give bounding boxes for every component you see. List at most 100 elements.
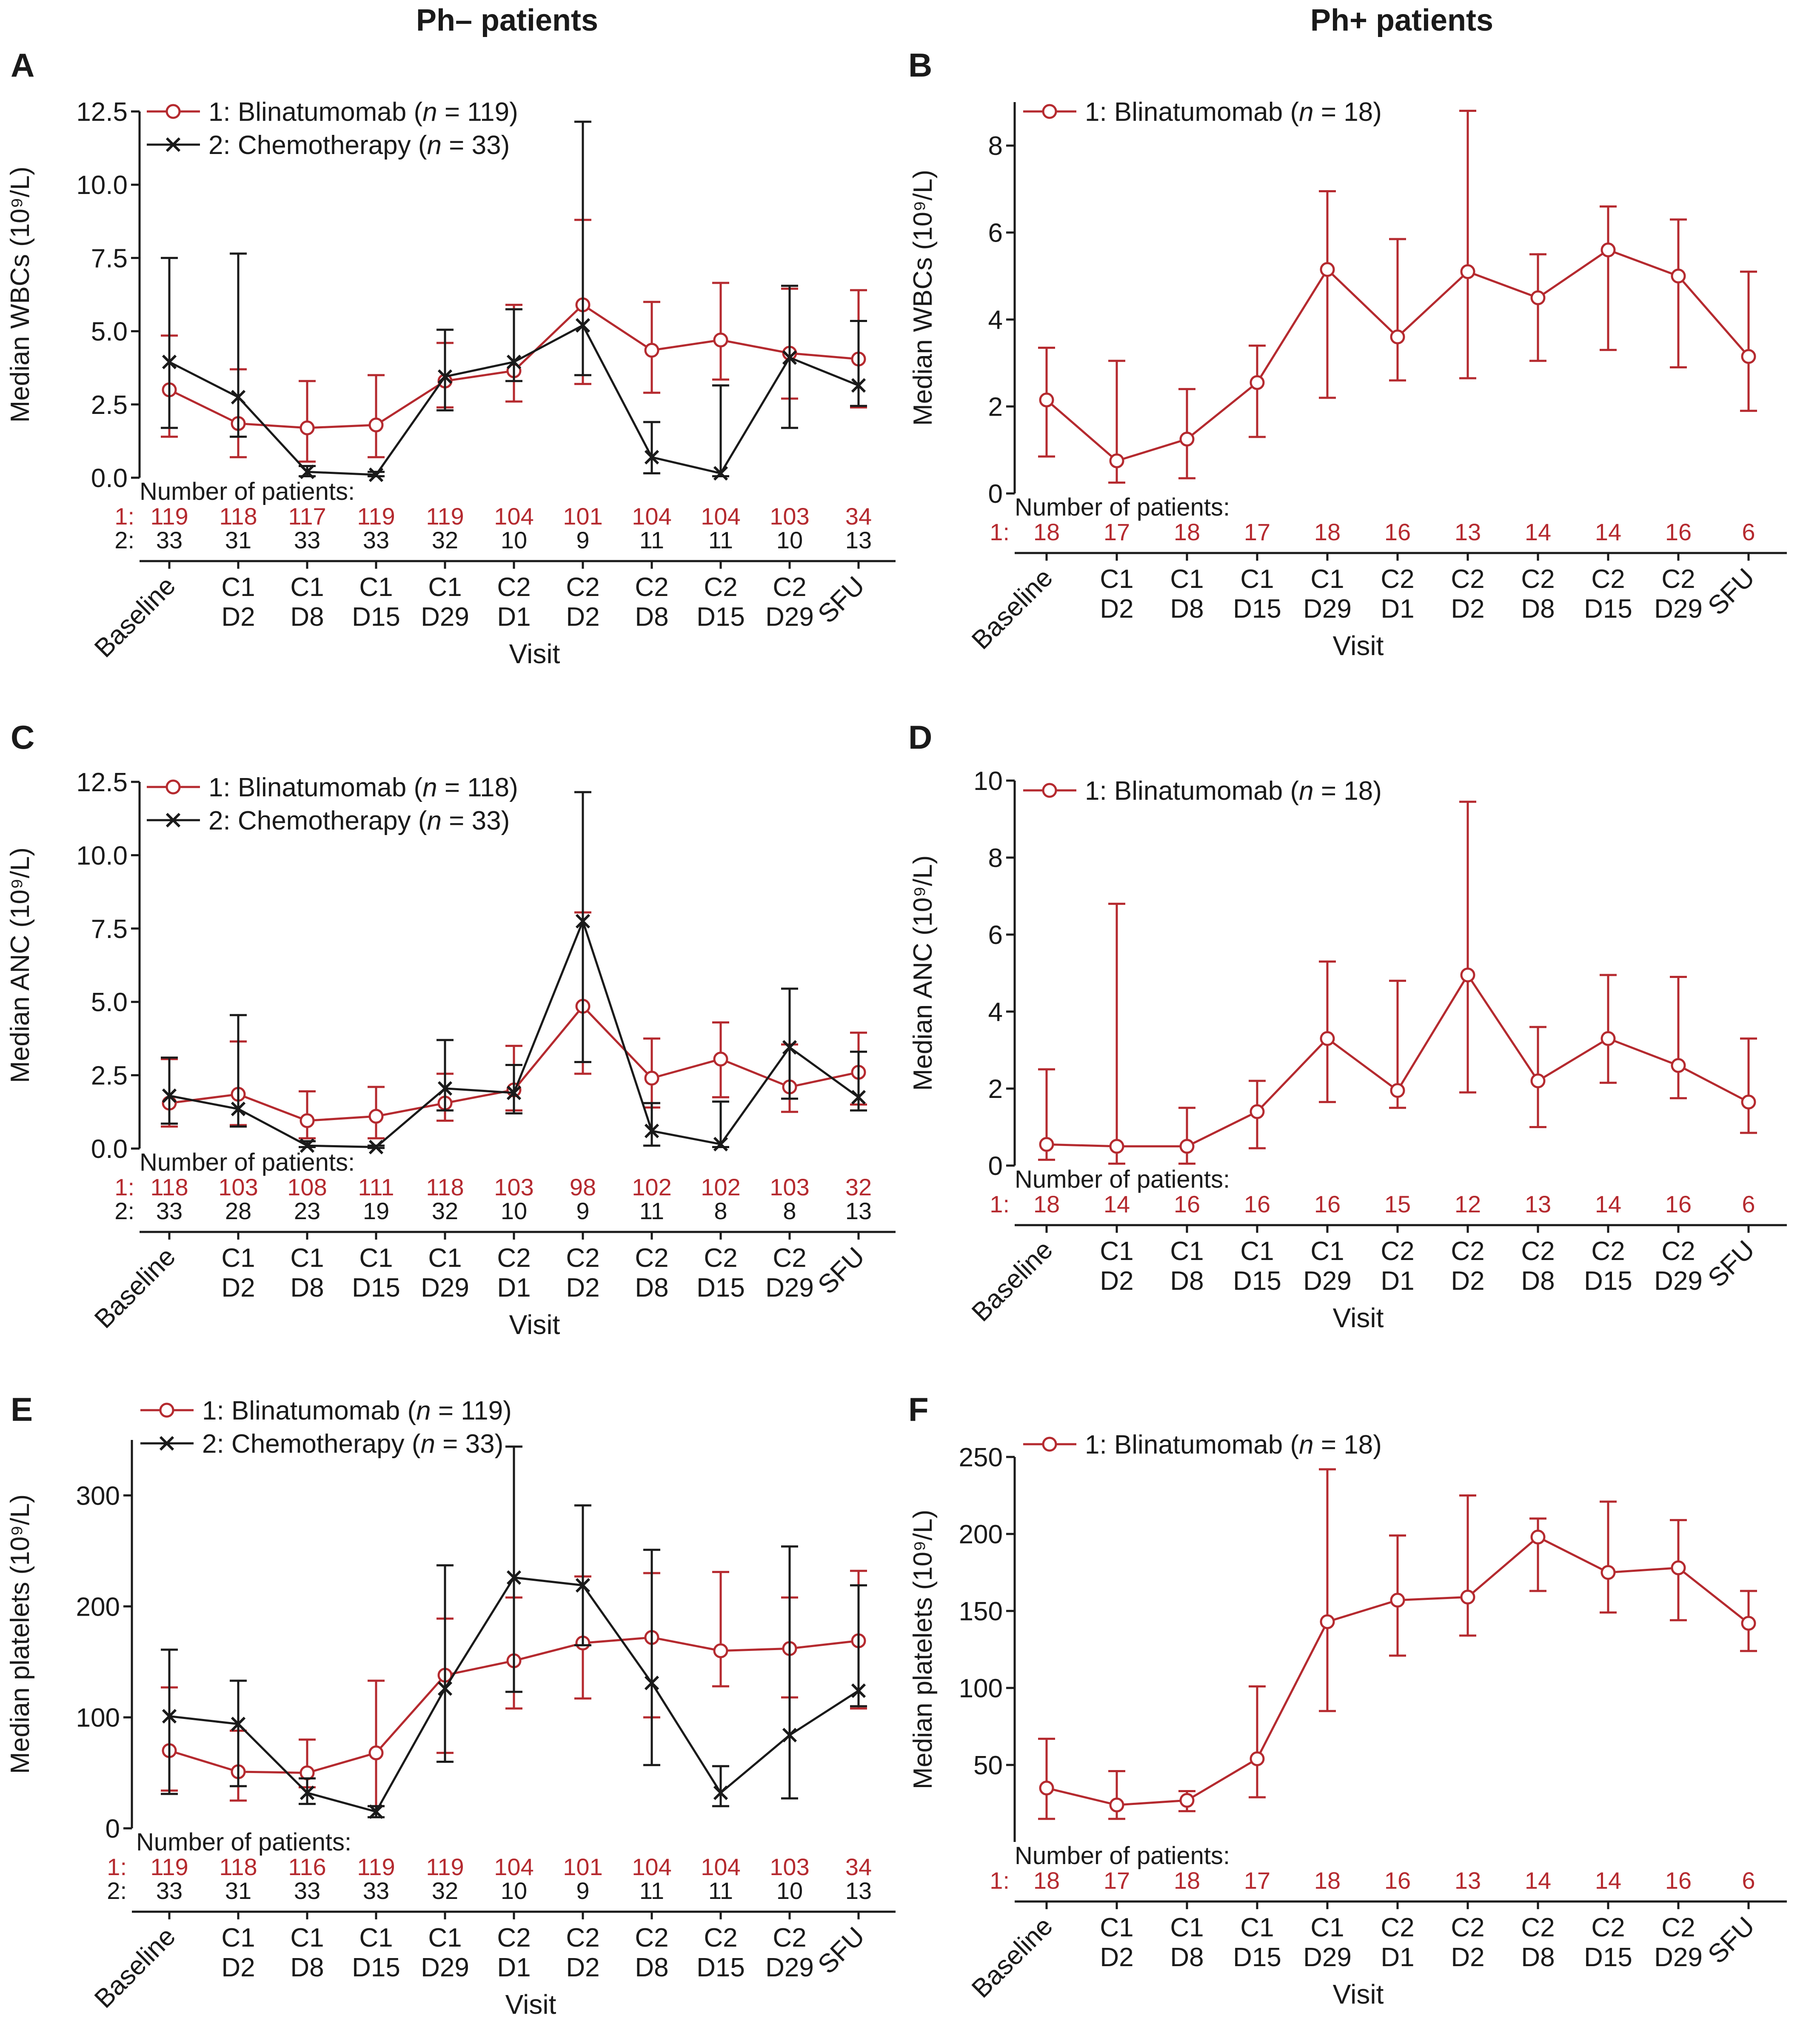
data-point [1600, 1031, 1616, 1046]
patient-row-label-1: 1: [107, 1853, 127, 1880]
data-point [300, 420, 315, 436]
x-axis-label: Visit [1333, 1303, 1384, 1333]
y-tick-label: 4 [988, 998, 1003, 1027]
patient-count: 101 [563, 1853, 602, 1880]
x-tick-label: C2 D8 [635, 1923, 668, 1982]
legend-label-chemotherapy: 2: Chemotherapy (n = 33) [202, 1429, 503, 1459]
x-tick-label: C2 D8 [635, 573, 668, 632]
x-tick-label: C2 D1 [1381, 1913, 1414, 1972]
data-point [1741, 1616, 1756, 1631]
y-tick-label: 5.0 [91, 988, 128, 1017]
patient-count: 34 [845, 1853, 872, 1880]
patient-count: 119 [426, 503, 464, 530]
data-point [437, 369, 453, 384]
patient-count: 11 [708, 527, 733, 553]
patient-count: 118 [219, 503, 257, 530]
data-point [1179, 1793, 1195, 1808]
patient-count: 8 [783, 1197, 796, 1224]
x-tick-label: C2 D29 [765, 1243, 814, 1303]
series-blinatumomab [1038, 109, 1757, 484]
legend-marker-blinatumomab [159, 1403, 174, 1418]
number-of-patients-label: Number of patients: [1015, 493, 1230, 521]
x-tick-label: C2 D8 [1521, 1913, 1555, 1972]
x-tick-label: C2 D2 [566, 1243, 599, 1303]
y-tick-label: 8 [988, 131, 1003, 161]
x-tick-label: C1 D29 [421, 573, 469, 632]
chart-panel-c: C 0.0 2.5 5.0 7.5 10.0 12.5 Median ANC (10⁹/L) 1… [6, 718, 896, 1340]
data-point [368, 1140, 384, 1155]
legend-marker-blinatumomab [165, 779, 181, 795]
x-tick-label: C2 D15 [696, 573, 745, 632]
data-point [300, 1785, 315, 1800]
data-point [644, 1070, 659, 1086]
patient-count: 18 [1033, 1191, 1060, 1217]
patient-count: 118 [150, 1174, 188, 1200]
y-tick-label: 300 [76, 1481, 120, 1511]
y-tick-label: 7.5 [91, 915, 128, 944]
patient-count: 101 [563, 503, 602, 530]
patient-count: 12 [1455, 1191, 1481, 1217]
legend-marker-chemotherapy [165, 137, 181, 152]
x-tick-label: C2 D2 [1451, 564, 1484, 624]
legend-label-blinatumomab: 1: Blinatumomab (n = 119) [208, 97, 518, 127]
x-tick-label: C2 D1 [497, 1923, 531, 1982]
patient-count: 8 [714, 1197, 727, 1224]
patient-count: 104 [494, 503, 533, 530]
data-point [713, 332, 728, 348]
patient-count: 13 [1455, 1867, 1481, 1894]
x-tick-label: C1 D8 [1170, 1913, 1204, 1972]
y-tick-label: 200 [76, 1592, 120, 1622]
legend-label-blinatumomab: 1: Blinatumomab (n = 18) [1085, 776, 1382, 806]
patient-count: 103 [770, 503, 809, 530]
x-tick-label: C2 D8 [635, 1243, 668, 1303]
y-tick-label: 5.0 [91, 317, 128, 347]
patient-count: 104 [701, 1853, 740, 1880]
patient-count: 98 [570, 1174, 596, 1200]
x-tick-label: C2 D1 [1381, 564, 1414, 624]
x-tick-label: Baseline [89, 571, 181, 663]
data-point [1179, 431, 1195, 447]
data-point [1600, 1565, 1616, 1580]
patient-count: 18 [1314, 519, 1341, 545]
patient-count: 32 [432, 1877, 458, 1904]
x-tick-label: C1 D15 [1233, 1237, 1281, 1296]
y-tick-label: 0 [106, 1814, 120, 1844]
chart-panel-d: D 0 2 4 6 8 10 Median ANC (10⁹/L) 1: Blinatumoma… [908, 718, 1787, 1333]
series-blinatumomab [1038, 1468, 1757, 1820]
patient-row-label-1: 1: [990, 1867, 1010, 1894]
patient-count: 10 [501, 527, 527, 553]
data-point [231, 1101, 246, 1117]
x-tick-label: C1 D2 [1100, 564, 1133, 624]
data-point [1460, 967, 1475, 983]
data-point [1530, 290, 1546, 305]
y-tick-label: 200 [959, 1520, 1003, 1549]
data-point [1390, 329, 1405, 345]
patient-count: 17 [1244, 1867, 1270, 1894]
x-axis-label: Visit [1333, 630, 1384, 661]
data-point [1179, 1139, 1195, 1154]
data-point [300, 465, 315, 479]
patient-count: 33 [294, 1877, 320, 1904]
series-chemotherapy [161, 1445, 867, 1819]
patient-count: 102 [701, 1174, 740, 1200]
patient-count: 33 [156, 1197, 183, 1224]
patient-row-label-2: 2: [114, 527, 134, 553]
legend-label-blinatumomab: 1: Blinatumomab (n = 118) [208, 773, 518, 802]
data-point [1671, 1058, 1686, 1073]
x-axis-label: Visit [505, 1989, 556, 2020]
data-point [713, 1137, 728, 1152]
data-point [368, 467, 384, 482]
patient-count: 14 [1104, 1191, 1130, 1217]
x-tick-label: C1 D8 [290, 1243, 324, 1303]
column-title-ph-positive: Ph+ patients [1310, 3, 1493, 37]
y-tick-label: 6 [988, 921, 1003, 950]
x-tick-label: C1 D15 [352, 1923, 400, 1982]
patient-count: 33 [363, 1877, 389, 1904]
number-of-patients-label: Number of patients: [136, 1828, 351, 1856]
x-tick-label: C1 D2 [221, 573, 255, 632]
patient-count: 16 [1314, 1191, 1341, 1217]
patient-count: 103 [218, 1174, 258, 1200]
panel-label-e: E [11, 1391, 33, 1428]
data-point [1390, 1593, 1405, 1608]
